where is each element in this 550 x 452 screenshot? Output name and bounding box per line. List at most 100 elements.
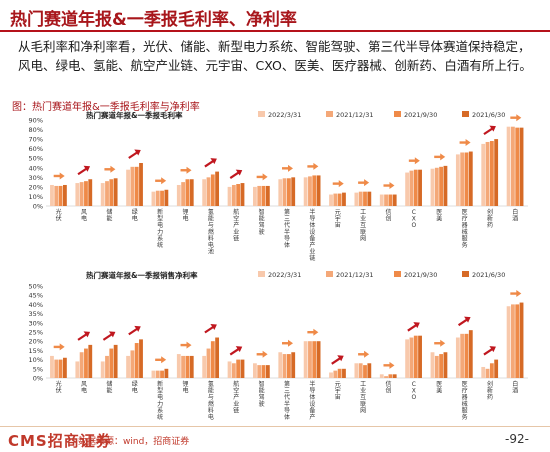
bar — [337, 193, 342, 206]
bar — [253, 363, 257, 378]
bar — [253, 186, 257, 206]
trend-arrowhead — [110, 165, 116, 173]
trend-arrowhead — [440, 339, 446, 347]
bar — [134, 343, 139, 378]
trend-arrowhead — [389, 182, 395, 190]
bar — [100, 183, 105, 206]
x-tick-label: 元宇宙 — [335, 381, 341, 401]
bar — [139, 163, 143, 206]
x-tick-label: 储能 — [106, 208, 112, 223]
trend-arrowhead — [210, 158, 217, 165]
bar — [88, 179, 93, 206]
trend-arrow — [229, 347, 240, 356]
x-tick-label: 第三代半导体 — [284, 208, 290, 249]
bar — [58, 359, 63, 378]
bar — [215, 171, 220, 206]
bar — [54, 185, 59, 206]
bar — [506, 126, 511, 206]
bar — [113, 178, 118, 206]
trend-arrowhead — [134, 149, 141, 156]
bar — [494, 359, 499, 378]
trend-arrowhead — [186, 166, 192, 174]
trend-arrow — [77, 167, 88, 176]
bar — [130, 350, 135, 378]
x-tick-label: 锂电 — [183, 380, 189, 395]
bar — [468, 330, 473, 378]
bar — [354, 192, 359, 206]
bar — [363, 191, 367, 206]
bar — [460, 333, 465, 378]
bar — [206, 177, 211, 206]
bar — [227, 361, 232, 378]
chart-1: 热门赛道年报&一季报毛利率 2022/3/31 2021/12/31 2021/9/3… — [29, 110, 528, 262]
bar — [384, 194, 388, 206]
bar — [418, 335, 422, 378]
trend-arrowhead — [83, 331, 91, 338]
bar — [257, 365, 262, 378]
chart-title: 热门赛道年报&一季报销售净利率 — [86, 270, 198, 280]
bar — [460, 152, 465, 206]
trend-arrowhead — [186, 341, 192, 349]
bar — [333, 193, 338, 206]
x-tick-label: 航空产业链 — [233, 380, 239, 414]
x-tick-label: 医美 — [436, 209, 442, 223]
bar — [185, 355, 190, 378]
bar — [329, 372, 333, 378]
trend-arrowhead — [262, 173, 268, 181]
bar — [358, 191, 363, 206]
bar — [126, 169, 130, 206]
bar — [84, 348, 88, 378]
legend-swatch — [394, 271, 401, 277]
bar — [181, 355, 186, 378]
bar — [130, 166, 135, 206]
bar — [210, 341, 215, 378]
x-tick-label: 第三代半导体 — [284, 380, 290, 420]
bar — [105, 181, 109, 206]
x-tick-label: 半导体设备产业链 — [309, 208, 315, 262]
bar — [231, 363, 236, 378]
x-tick-label: 氢能与燃料电池 — [208, 208, 214, 256]
bar — [62, 357, 67, 378]
bar — [164, 368, 169, 378]
x-tick-label: 医疗器械服务 — [462, 381, 468, 420]
charts-canvas: 热门赛道年报&一季报毛利率 2022/3/31 2021/12/31 2021/9/3… — [29, 110, 528, 420]
bar — [50, 184, 54, 206]
bar — [202, 179, 207, 206]
bar — [439, 166, 444, 206]
bar — [113, 344, 118, 378]
legend-swatch — [462, 271, 469, 277]
bar — [151, 370, 156, 378]
bar — [84, 181, 88, 206]
y-tick-label: 30% — [29, 319, 43, 327]
bar — [176, 354, 181, 378]
x-tick-label: 白酒 — [512, 380, 518, 395]
figure-caption: 图：热门赛道年报&一季报毛利率与净利率 — [12, 102, 200, 113]
bar — [109, 348, 114, 378]
bar — [210, 174, 215, 206]
x-tick-label: 元宇宙 — [335, 209, 341, 229]
legend-swatch — [394, 111, 401, 117]
bar — [261, 185, 266, 206]
bar — [155, 190, 160, 206]
trend-arrowhead — [516, 114, 522, 122]
y-tick-label: 10% — [29, 193, 43, 201]
x-tick-label: 光伏 — [56, 208, 62, 223]
bar — [79, 352, 84, 378]
legend-label: 2021/12/31 — [336, 271, 373, 279]
bar — [202, 355, 207, 378]
trend-arrowhead — [313, 162, 319, 170]
y-tick-label: 0% — [33, 375, 43, 383]
bar — [388, 194, 393, 206]
bar — [443, 165, 448, 206]
trend-arrowhead — [364, 179, 370, 187]
trend-arrowhead — [108, 331, 116, 338]
trend-arrowhead — [364, 350, 370, 358]
legend-swatch — [326, 271, 333, 277]
bar — [312, 175, 317, 206]
bar — [303, 341, 308, 378]
legend-swatch — [258, 111, 265, 117]
bar — [464, 152, 469, 206]
bar — [236, 184, 241, 206]
bar — [282, 178, 287, 206]
